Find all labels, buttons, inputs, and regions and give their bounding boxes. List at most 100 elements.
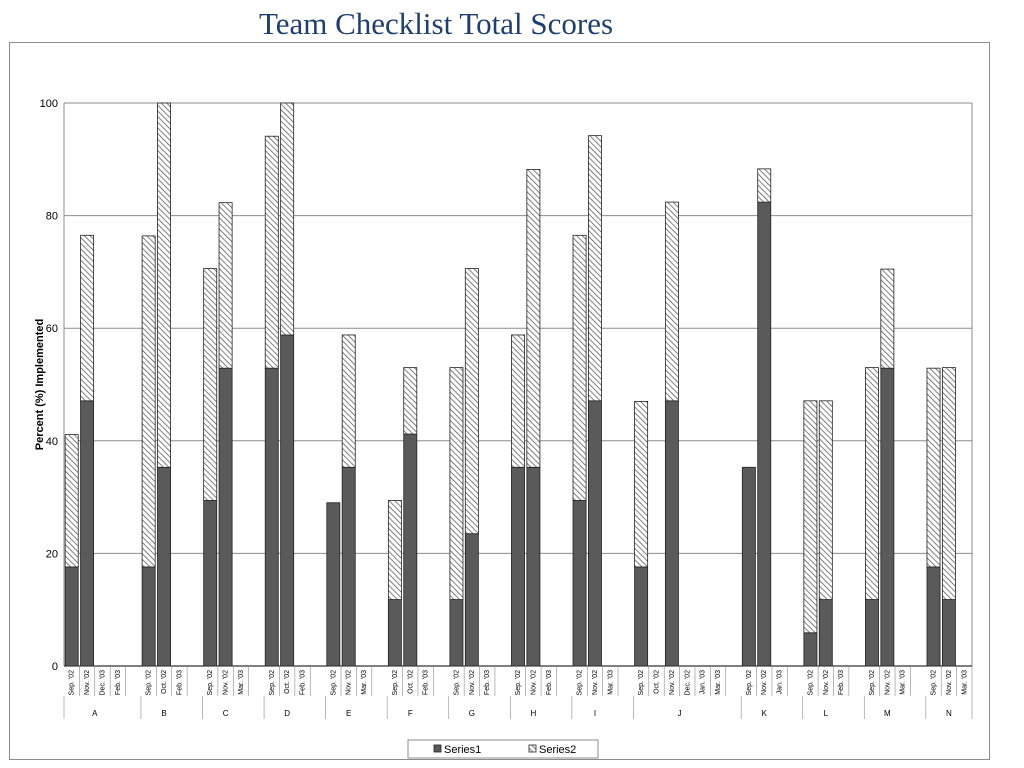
bar-series1 <box>218 367 233 667</box>
bar-series1 <box>387 599 402 667</box>
bar-series1 <box>818 599 833 667</box>
bar-series1 <box>341 466 356 667</box>
bar-series2 <box>464 268 479 535</box>
x-category-label: Sep. '02 <box>330 670 337 696</box>
x-category-label: Sep. '02 <box>807 670 814 696</box>
x-group-label: J <box>678 709 682 718</box>
chart-frame: 0 20 40 60 80 100 Sep. '02 Nov. '02 Dec. '03 Feb.… <box>9 42 990 760</box>
axis-layer: 0 20 40 60 80 100 Sep. '02 Nov. '02 Dec. '03 Feb.… <box>40 98 973 719</box>
bar-series2 <box>664 201 679 402</box>
x-group-label: A <box>92 709 98 718</box>
legend-swatch-2 <box>528 744 537 753</box>
bar-series1 <box>203 500 218 667</box>
x-category-label: Sep. '02 <box>69 670 76 696</box>
bar-series1 <box>880 367 895 667</box>
x-category-label: Mar. '03 <box>900 670 907 695</box>
bar-series1 <box>449 599 464 667</box>
x-category-label: Sep. '02 <box>453 670 460 696</box>
bar-series2 <box>588 135 602 402</box>
x-category-label: Feb. '03 <box>423 670 430 695</box>
x-category-label: Oct. '02 <box>654 670 661 694</box>
bar-series1 <box>464 533 479 667</box>
bar-series2 <box>218 202 233 369</box>
y-axis-label: Percent (%) Implemented <box>34 319 46 450</box>
x-category-label: Feb. '03 <box>546 670 553 695</box>
bar-series2 <box>387 500 402 600</box>
bar-series1 <box>80 400 95 667</box>
bar-series2 <box>880 268 895 369</box>
x-group-label: B <box>161 709 166 718</box>
x-group-label: G <box>469 709 475 718</box>
bar-series1 <box>926 566 941 667</box>
x-group-label: L <box>824 709 829 718</box>
bar-series2 <box>157 102 171 468</box>
bar-series2 <box>80 234 95 402</box>
bar-series2 <box>449 367 464 600</box>
bar-series2 <box>803 400 818 634</box>
legend-label-1: Series1 <box>444 744 481 756</box>
chart-svg: 0 20 40 60 80 100 Sep. '02 Nov. '02 Dec. '03 Feb.… <box>34 98 973 759</box>
bar-series1 <box>664 400 679 667</box>
x-category-label: Nov. '02 <box>346 670 353 695</box>
x-category-label: Oct. '02 <box>407 670 414 694</box>
bar-series1 <box>326 502 341 667</box>
x-category-label: Sep. '02 <box>869 670 876 696</box>
x-category-label: Nov. '02 <box>761 670 768 695</box>
x-category-label: Nov. '02 <box>84 670 91 695</box>
x-category-label: Jan. '03 <box>777 670 784 694</box>
bar-series2 <box>865 367 879 600</box>
bar-series1 <box>141 566 156 667</box>
x-category-label: Nov. '02 <box>530 670 537 695</box>
x-category-label: Mar. '03 <box>238 670 245 695</box>
x-group-label: K <box>762 709 768 718</box>
legend-swatch-1 <box>433 744 442 753</box>
x-category-label: Sep. '02 <box>638 670 645 696</box>
bar-series2 <box>141 235 156 568</box>
x-category-label: Sep. '02 <box>515 670 522 696</box>
x-category-label: Feb. '03 <box>838 670 845 695</box>
x-category-label: Feb. '03 <box>176 670 183 695</box>
bar-series1 <box>634 566 649 667</box>
x-category-label: Mar. '03 <box>715 670 722 695</box>
x-category-label: Oct. '02 <box>284 670 291 694</box>
x-group-label: F <box>408 709 413 718</box>
x-category-label: Nov. '02 <box>592 670 599 695</box>
x-category-label: Sep. '02 <box>577 670 584 696</box>
bar-series1 <box>865 599 879 667</box>
bar-series1 <box>511 466 525 667</box>
bar-series2 <box>403 367 418 435</box>
bar-series2 <box>511 334 525 468</box>
slide-title: Team Checklist Total Scores <box>258 6 614 41</box>
legend: Series1 Series2 <box>407 739 599 759</box>
bar-series2 <box>757 168 772 203</box>
x-category-label: Feb. '03 <box>115 670 122 695</box>
bar-series2 <box>926 367 941 568</box>
x-category-label: Sep. '02 <box>269 670 276 696</box>
bar-series1 <box>741 466 756 667</box>
x-group-label: I <box>594 709 596 718</box>
y-tick-label: 80 <box>46 211 58 223</box>
bar-series2 <box>64 434 79 568</box>
bar-series1 <box>64 566 79 667</box>
x-category-label: Feb. '03 <box>484 670 491 695</box>
bars-layer <box>64 102 956 667</box>
bar-series1 <box>526 466 541 667</box>
x-category-label: Dec. '03 <box>99 670 106 696</box>
bar-series2 <box>203 268 218 501</box>
x-group-label: H <box>530 709 536 718</box>
bar-series1 <box>157 466 171 667</box>
bar-series2 <box>341 334 356 468</box>
x-category-label: Oct. '02 <box>161 670 168 694</box>
bar-series1 <box>280 334 295 667</box>
x-group-label: C <box>223 709 229 718</box>
bar-series2 <box>280 102 295 336</box>
y-tick-label: 100 <box>40 98 58 110</box>
bar-series1 <box>588 400 602 667</box>
x-group-label: N <box>946 709 952 718</box>
bar-series2 <box>572 234 587 501</box>
x-category-label: Feb. '03 <box>300 670 307 695</box>
x-category-label: Nov. '02 <box>946 670 953 695</box>
x-category-label: Nov. '02 <box>669 670 676 695</box>
y-tick-label: 20 <box>46 548 58 560</box>
x-category-label: Nov. '02 <box>884 670 891 695</box>
